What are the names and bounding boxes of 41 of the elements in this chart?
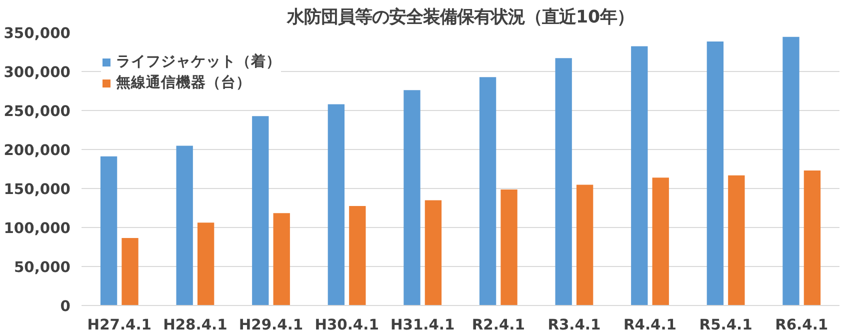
y-tick-label: 350,000	[4, 25, 71, 42]
x-tick-label: R2.4.1	[472, 316, 525, 334]
bar	[349, 206, 366, 306]
x-tick-label: R4.4.1	[623, 316, 677, 334]
bar	[273, 213, 290, 306]
bar	[576, 184, 594, 306]
x-tick-label: R5.4.1	[699, 316, 752, 334]
bar	[424, 200, 442, 306]
bar	[500, 190, 518, 306]
bar	[555, 58, 572, 306]
bar	[782, 36, 800, 306]
chart-title: 水防団員等の安全装備保有状況（直近10年）	[286, 8, 634, 28]
bar	[706, 42, 724, 306]
y-tick-label: 150,000	[4, 181, 71, 198]
bar	[652, 178, 669, 306]
x-tick-label: H27.4.1	[87, 316, 152, 334]
bar	[728, 175, 745, 306]
y-tick-label: 300,000	[4, 64, 71, 81]
legend-label: ライフジャケット（着）	[116, 52, 281, 71]
y-tick-label: 0	[60, 298, 71, 315]
legend-label: 無線通信機器（台）	[116, 73, 251, 92]
bar	[122, 238, 138, 306]
bar	[176, 146, 193, 306]
y-tick-label: 100,000	[4, 220, 71, 237]
x-tick-label: H28.4.1	[163, 316, 228, 334]
bar	[631, 46, 648, 306]
x-tick-label: R6.4.1	[775, 316, 828, 334]
bar	[100, 156, 118, 306]
x-tick-label: H30.4.1	[314, 316, 379, 334]
y-tick-label: 200,000	[4, 142, 71, 159]
y-tick-label: 50,000	[14, 259, 71, 276]
y-tick-label: 250,000	[4, 103, 71, 120]
x-tick-label: H29.4.1	[238, 316, 304, 334]
bar	[404, 90, 420, 306]
bar	[328, 104, 345, 306]
x-tick-label: R3.4.1	[548, 316, 601, 334]
bar	[479, 77, 496, 306]
x-tick-label: H31.4.1	[390, 316, 455, 334]
bar	[804, 170, 821, 306]
bar	[252, 116, 269, 306]
bar	[197, 222, 214, 306]
